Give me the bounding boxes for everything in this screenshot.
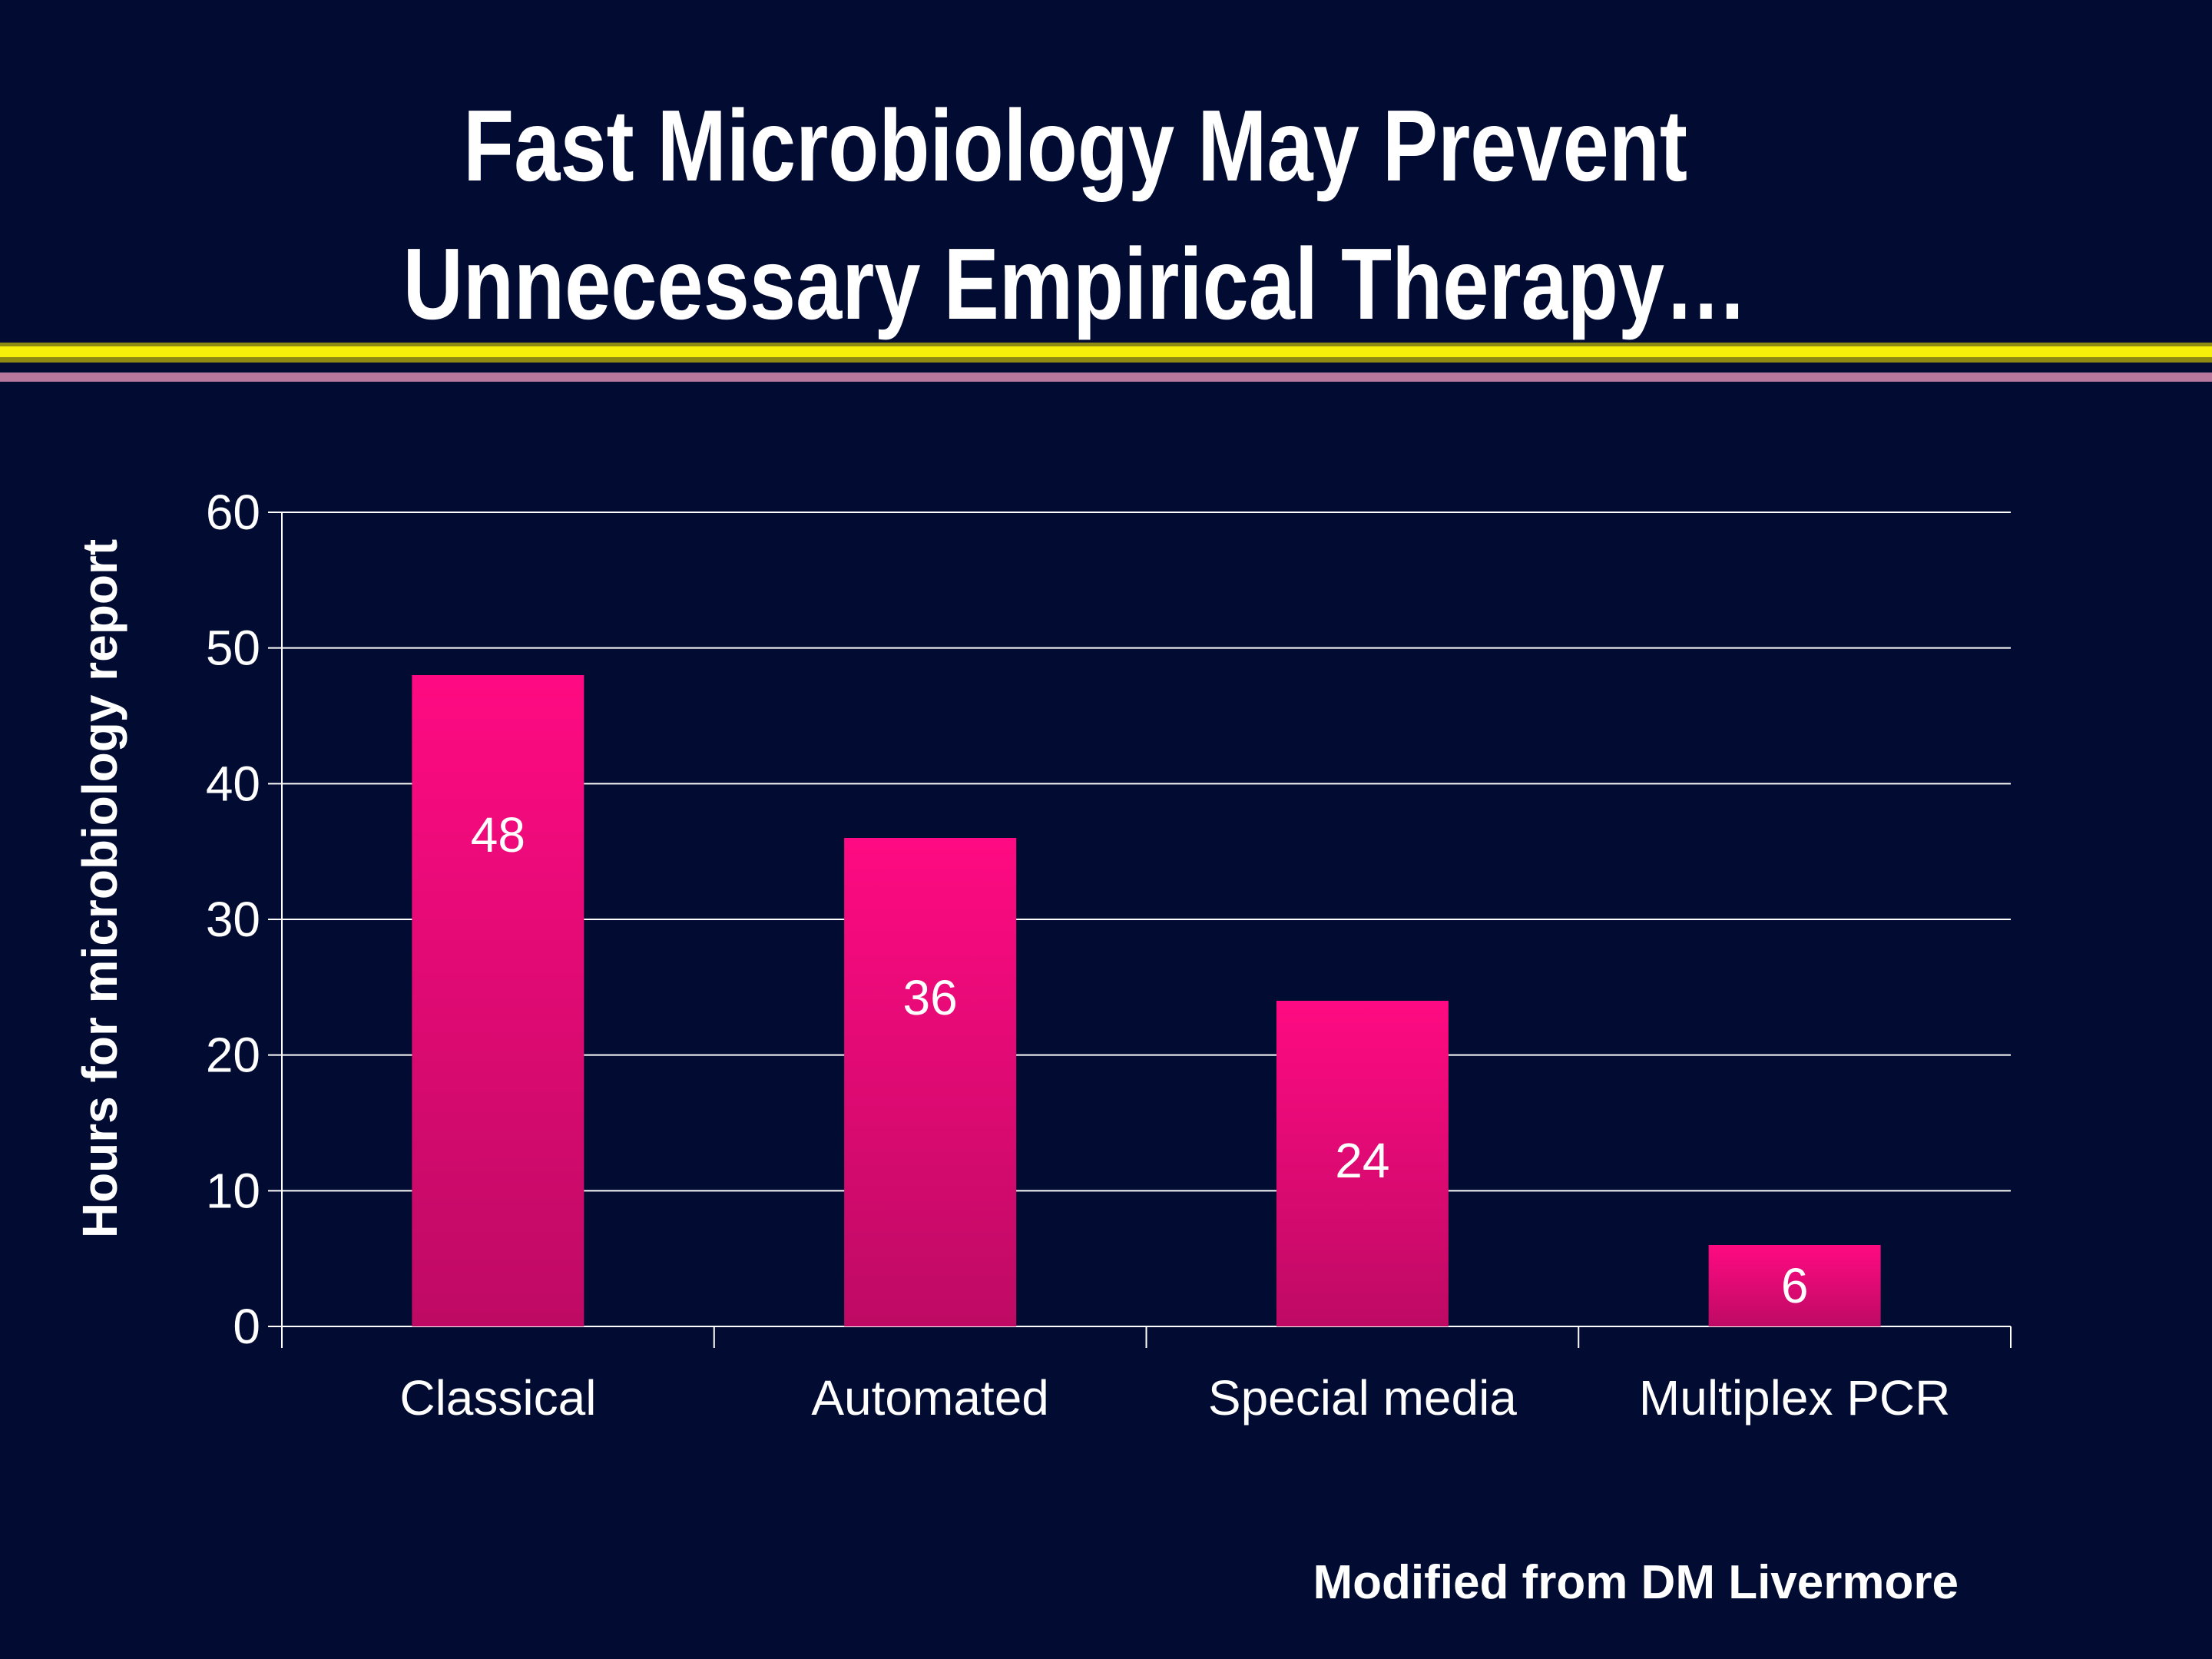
y-axis-label: Hours for microbiology report [72, 539, 127, 1238]
category-label: Automated [811, 1370, 1049, 1426]
category-label: Classical [399, 1370, 596, 1426]
title-line-2: Unnecessary Empirical Therapy… [402, 227, 1748, 340]
labels: 0 10 20 30 40 50 60 48 Classical 36 Automated 24 Spe… [206, 485, 1951, 1426]
y-tick-label: 0 [233, 1299, 260, 1354]
y-tick-label: 60 [206, 485, 260, 540]
y-tick-label: 20 [206, 1028, 260, 1083]
bar [844, 838, 1017, 1326]
y-tick-label: 40 [206, 756, 260, 811]
y-tick-label: 10 [206, 1163, 260, 1218]
bars [412, 675, 1881, 1326]
data-label: 24 [1335, 1133, 1389, 1188]
source-credit: Modified from DM Livermore [1313, 1556, 1959, 1609]
data-label: 36 [903, 970, 958, 1025]
data-label: 48 [471, 807, 525, 863]
category-label: Multiplex PCR [1639, 1370, 1950, 1426]
y-tick-label: 30 [206, 892, 260, 947]
bar [1708, 1245, 1881, 1326]
bar [1276, 1001, 1449, 1326]
title-line-1: Fast Microbiology May Prevent [463, 89, 1687, 202]
slide-title: Fast Microbiology May Prevent Unnecessar… [194, 77, 1957, 353]
category-label: Special media [1208, 1370, 1517, 1426]
y-tick-label: 50 [206, 621, 260, 676]
data-label: 6 [1781, 1258, 1809, 1313]
divider-yellow [0, 346, 2212, 357]
bar [412, 675, 584, 1326]
divider-pink [0, 373, 2212, 382]
